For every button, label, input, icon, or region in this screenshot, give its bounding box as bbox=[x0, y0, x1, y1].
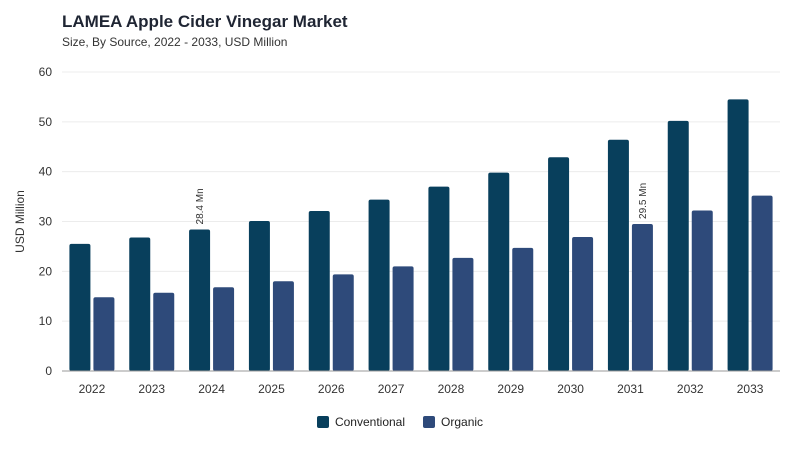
annotations: 28.4 Mn 29.5 Mn bbox=[195, 183, 649, 225]
data-label: 29.5 Mn bbox=[638, 183, 649, 219]
bar-conventional-2025[interactable] bbox=[248, 221, 270, 371]
legend-swatch-conventional bbox=[316, 416, 329, 428]
bar-organic-2030[interactable] bbox=[572, 236, 594, 371]
bar-conventional-2033[interactable] bbox=[727, 99, 749, 372]
bar-organic-2023[interactable] bbox=[153, 292, 175, 371]
bar-conventional-2029[interactable] bbox=[488, 172, 510, 371]
x-tick-label: 2027 bbox=[378, 382, 405, 396]
bar-conventional-2028[interactable] bbox=[428, 186, 450, 371]
bar-conventional-2032[interactable] bbox=[667, 120, 689, 371]
x-tick-label: 2026 bbox=[318, 382, 345, 396]
y-axis-label: USD Million bbox=[13, 190, 27, 253]
bar-conventional-2022[interactable] bbox=[69, 243, 91, 371]
bars bbox=[69, 99, 773, 372]
chart-subtitle: Size, By Source, 2022 - 2033, USD Millio… bbox=[62, 35, 288, 49]
data-label: 28.4 Mn bbox=[195, 188, 206, 224]
bar-conventional-2024[interactable] bbox=[189, 229, 211, 371]
bar-organic-2024[interactable] bbox=[213, 287, 235, 371]
y-tick-label: 10 bbox=[39, 314, 53, 328]
legend-swatch-organic bbox=[423, 416, 436, 428]
legend-item-conventional[interactable]: Conventional bbox=[316, 415, 406, 429]
x-tick-label: 2031 bbox=[617, 382, 644, 396]
bar-conventional-2026[interactable] bbox=[308, 211, 330, 371]
x-tick-label: 2025 bbox=[258, 382, 285, 396]
chart-title: LAMEA Apple Cider Vinegar Market bbox=[62, 12, 348, 31]
bar-conventional-2031[interactable] bbox=[607, 139, 629, 371]
x-tick-label: 2028 bbox=[438, 382, 465, 396]
y-tick-label: 50 bbox=[39, 115, 53, 129]
bar-organic-2032[interactable] bbox=[691, 210, 713, 371]
bar-organic-2027[interactable] bbox=[392, 266, 414, 371]
bar-organic-2026[interactable] bbox=[332, 274, 354, 371]
bar-organic-2028[interactable] bbox=[452, 257, 474, 371]
x-tick-label: 2029 bbox=[497, 382, 524, 396]
x-tick-label: 2033 bbox=[737, 382, 764, 396]
y-tick-label: 40 bbox=[39, 165, 53, 179]
bar-organic-2031[interactable] bbox=[631, 223, 653, 371]
legend-label-conventional: Conventional bbox=[334, 415, 406, 429]
bar-conventional-2023[interactable] bbox=[129, 237, 151, 371]
x-tick-label: 2022 bbox=[79, 382, 106, 396]
bar-conventional-2030[interactable] bbox=[548, 157, 570, 371]
bar-organic-2033[interactable] bbox=[751, 195, 773, 371]
x-tick-label: 2030 bbox=[557, 382, 584, 396]
legend: Conventional Organic bbox=[0, 415, 800, 429]
y-tick-label: 0 bbox=[45, 364, 52, 378]
y-tick-label: 20 bbox=[39, 264, 53, 278]
y-tick-label: 30 bbox=[39, 215, 53, 229]
bar-organic-2029[interactable] bbox=[512, 247, 534, 371]
x-tick-label: 2023 bbox=[138, 382, 165, 396]
bar-organic-2025[interactable] bbox=[272, 281, 294, 371]
x-axis-ticks: 2022 2023 2024 2025 2026 2027 2028 2029 2030 2031… bbox=[79, 382, 764, 396]
bar-organic-2022[interactable] bbox=[93, 297, 115, 371]
y-axis-ticks: 0 10 20 30 40 50 60 bbox=[39, 65, 53, 378]
y-tick-label: 60 bbox=[39, 65, 53, 79]
legend-item-organic[interactable]: Organic bbox=[423, 415, 483, 429]
x-tick-label: 2032 bbox=[677, 382, 704, 396]
x-tick-label: 2024 bbox=[198, 382, 225, 396]
bar-conventional-2027[interactable] bbox=[368, 199, 390, 371]
legend-label-organic: Organic bbox=[441, 415, 484, 429]
